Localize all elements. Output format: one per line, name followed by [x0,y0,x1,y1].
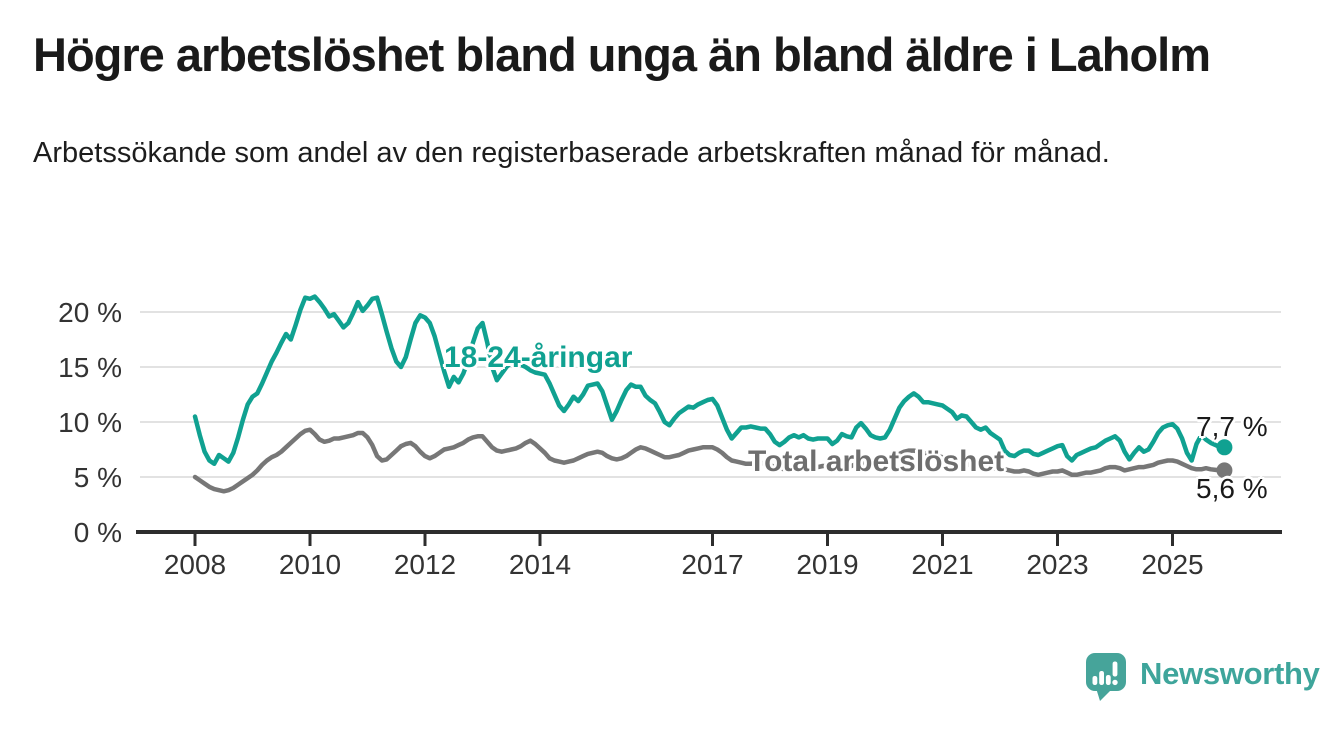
chart-subtitle: Arbetssökande som andel av den registerb… [33,137,1110,169]
x-tick-label: 2019 [796,549,858,580]
x-tick-label: 2021 [911,549,973,580]
end-value-label-youth: 7,7 % [1196,411,1268,442]
x-tick-label: 2025 [1141,549,1203,580]
x-tick-label: 2017 [681,549,743,580]
x-tick-label: 2010 [279,549,341,580]
series-label-youth: 18-24-åringar [444,341,633,374]
x-tick-label: 2023 [1026,549,1088,580]
newsworthy-wordmark: Newsworthy [1140,656,1320,691]
y-tick-label: 20 % [58,297,122,328]
end-value-label-total: 5,6 % [1196,473,1268,504]
y-tick-label: 5 % [74,462,122,493]
newsworthy-logo-icon [1085,652,1127,704]
y-tick-label: 10 % [58,407,122,438]
newsworthy-logo[interactable]: Newsworthy [1085,652,1320,706]
x-tick-label: 2014 [509,549,571,580]
series-end-dot-total [1216,462,1233,479]
page-title: Högre arbetslöshet bland unga än bland ä… [33,28,1211,81]
series-label-total: Total arbetslöshet [748,445,1005,478]
x-tick-label: 2012 [394,549,456,580]
series-line-total [192,427,1223,494]
series-line-youth [192,294,1223,467]
y-tick-label: 15 % [58,352,122,383]
series-end-dot-youth [1216,439,1233,456]
y-tick-label: 0 % [74,517,122,548]
x-tick-label: 2008 [164,549,226,580]
